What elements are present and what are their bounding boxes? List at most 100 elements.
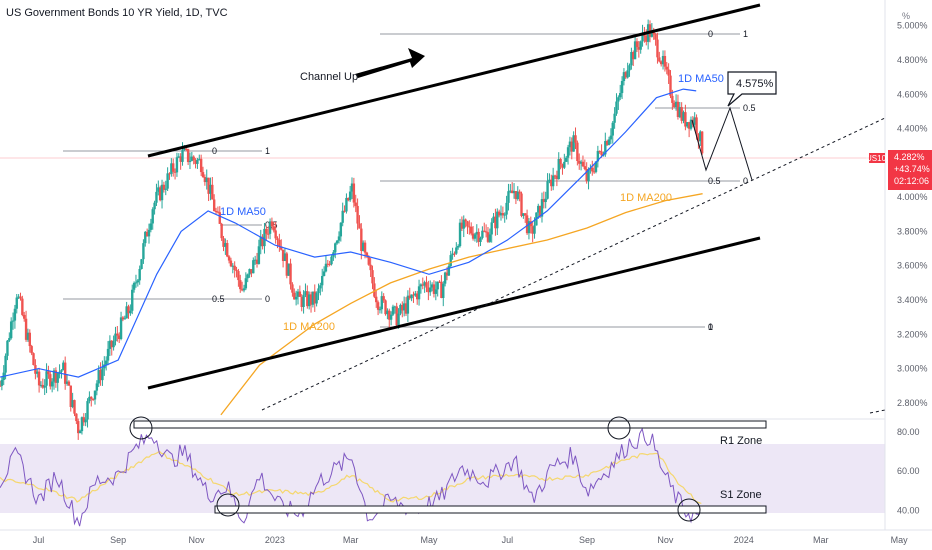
candle xyxy=(47,365,50,379)
candle xyxy=(579,159,583,171)
candle xyxy=(572,131,575,152)
candle xyxy=(600,144,603,158)
candle xyxy=(259,229,262,255)
candle xyxy=(112,335,115,351)
candle xyxy=(486,227,490,244)
candle xyxy=(37,367,41,393)
candle xyxy=(78,429,82,434)
candle xyxy=(250,269,253,278)
channel-upper-line[interactable] xyxy=(147,3,761,158)
candle xyxy=(473,232,477,242)
candle xyxy=(667,63,670,84)
candle xyxy=(391,304,395,316)
candle xyxy=(352,177,356,208)
candle xyxy=(75,413,78,425)
candle xyxy=(497,209,501,218)
candle xyxy=(462,215,465,238)
candle xyxy=(54,367,58,388)
candle xyxy=(619,84,622,101)
candle xyxy=(587,167,590,190)
s1-zone-box[interactable] xyxy=(214,505,767,514)
candle xyxy=(315,291,318,307)
candle xyxy=(309,291,313,313)
candle xyxy=(347,197,350,202)
candle xyxy=(8,332,11,343)
candle xyxy=(494,208,497,236)
r1-zone-box[interactable] xyxy=(133,420,767,429)
candle xyxy=(628,63,631,77)
candle xyxy=(676,94,680,120)
fib-label: 1 xyxy=(708,322,713,332)
candle xyxy=(678,102,682,119)
ma200-label: 1D MA200 xyxy=(620,192,672,204)
candle xyxy=(455,242,458,255)
price-tick-label: 3.800% xyxy=(897,226,928,236)
candle xyxy=(132,281,136,293)
candle xyxy=(389,311,393,326)
candle xyxy=(296,288,300,305)
candle xyxy=(240,281,244,292)
trend-dashed-line[interactable] xyxy=(261,117,886,411)
time-tick-label: May xyxy=(421,535,439,545)
candle xyxy=(451,247,454,260)
candle xyxy=(30,344,33,356)
candle xyxy=(453,251,456,257)
candle xyxy=(371,265,374,290)
candle xyxy=(388,308,391,328)
candle xyxy=(434,281,438,301)
candle xyxy=(266,226,270,239)
candle xyxy=(380,291,384,314)
candle xyxy=(97,365,100,388)
candle xyxy=(19,292,22,301)
price-axis[interactable]: 5.000%4.800%4.600%4.400%4.200%4.000%3.80… xyxy=(897,21,928,408)
candle xyxy=(4,353,7,380)
candle xyxy=(160,179,164,209)
candle xyxy=(162,181,166,193)
candle xyxy=(80,416,84,435)
candle xyxy=(147,223,151,244)
candle xyxy=(43,379,46,396)
channel-lower-line[interactable] xyxy=(147,236,761,390)
candle xyxy=(90,396,93,407)
candle xyxy=(246,273,249,283)
candle xyxy=(525,209,529,235)
candle xyxy=(354,194,357,213)
candle xyxy=(512,183,516,199)
candle xyxy=(337,231,341,244)
fib-label: 0.5 xyxy=(743,103,756,113)
candle xyxy=(91,398,95,402)
candle xyxy=(510,182,514,194)
candle xyxy=(402,296,406,317)
price-tick-label: 5.000% xyxy=(897,21,928,31)
candle xyxy=(268,218,272,240)
time-tick-label: 2023 xyxy=(265,535,285,545)
candle xyxy=(155,183,158,206)
candle xyxy=(207,177,210,202)
candle xyxy=(475,224,478,243)
bottom-right-dashed xyxy=(869,409,886,414)
rsi-circle-marker xyxy=(129,416,153,440)
time-tick-label: 2024 xyxy=(734,535,754,545)
rsi-axis[interactable]: 80.00 60.00 40.00 xyxy=(897,427,920,516)
last-price-badge[interactable]: US10Y 4.282% +43.74% 02:12:06 xyxy=(866,150,932,190)
candle xyxy=(123,315,126,320)
candle xyxy=(11,312,15,330)
candle xyxy=(116,326,119,342)
candle xyxy=(32,352,35,366)
candle xyxy=(466,220,469,234)
candle xyxy=(637,40,641,58)
fib-label: 0 xyxy=(212,146,217,156)
time-tick-label: Nov xyxy=(189,535,206,545)
candle xyxy=(607,136,611,146)
candle xyxy=(231,263,235,274)
candle xyxy=(140,258,143,270)
candle xyxy=(401,301,404,318)
time-axis[interactable]: Jul Sep Nov 2023 Mar May Jul Sep Nov 2024 Mar May xyxy=(33,535,908,545)
candle xyxy=(307,291,311,310)
candle xyxy=(95,380,99,396)
candle xyxy=(378,306,382,314)
candle xyxy=(693,112,696,131)
last-price-value: 4.282% xyxy=(894,152,925,162)
candle xyxy=(345,193,348,214)
